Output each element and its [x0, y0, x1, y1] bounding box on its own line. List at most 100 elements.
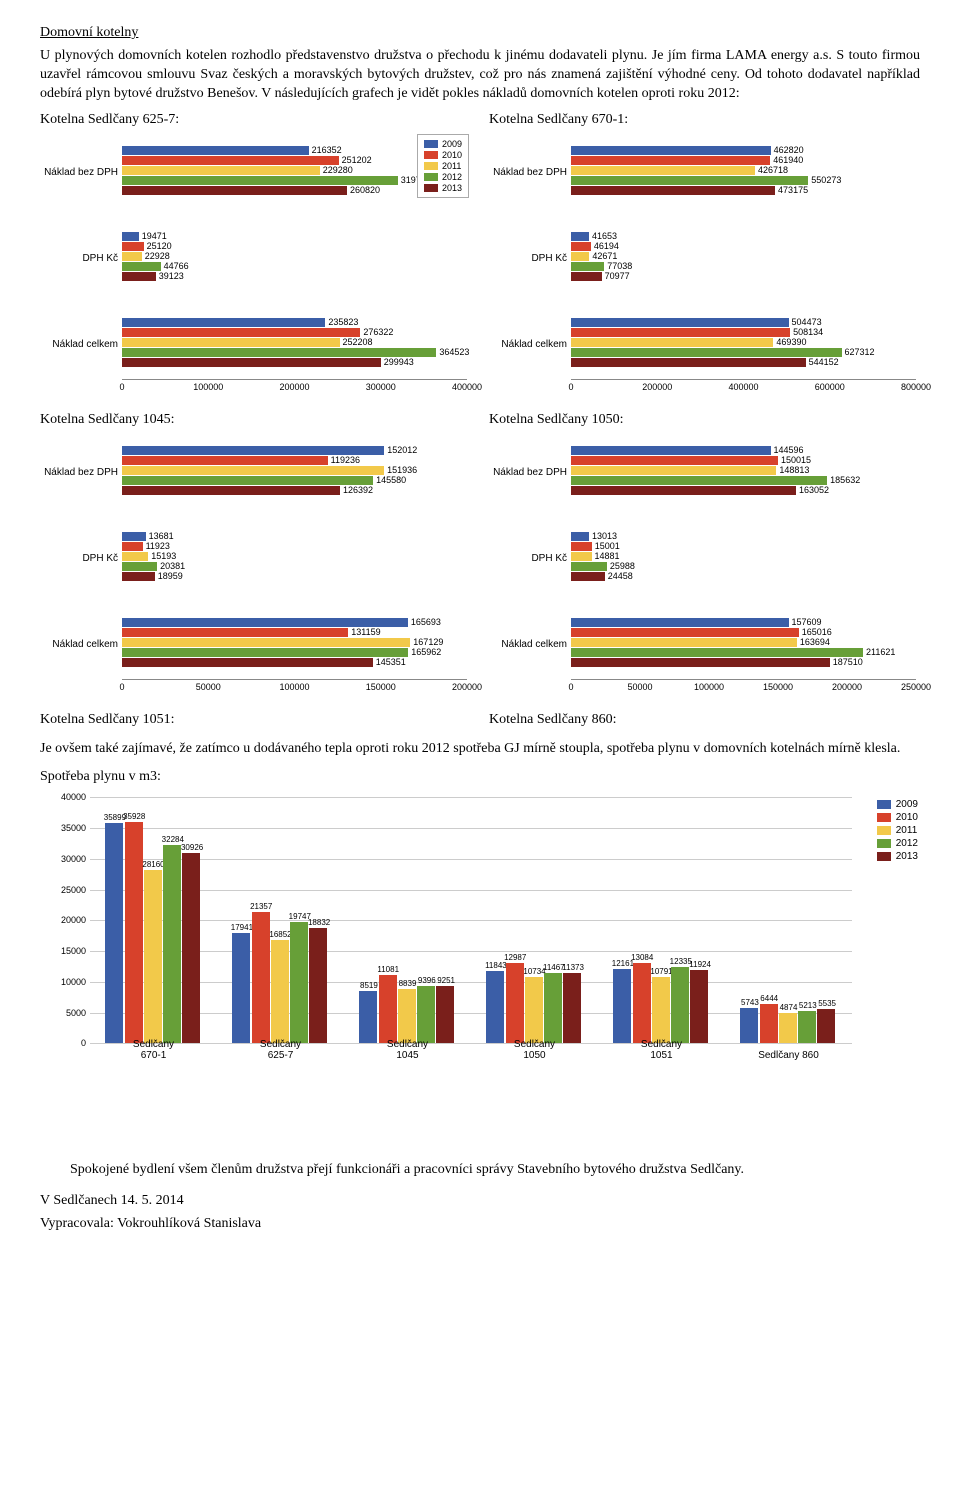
bar-value: 9251	[437, 976, 455, 985]
legend-label: 2010	[896, 812, 918, 823]
legend-label: 2009	[896, 799, 918, 810]
x-tick: 200000	[279, 382, 309, 392]
x-tick: 0	[119, 682, 124, 692]
category-label: Náklad bez DPH	[40, 167, 118, 178]
bar	[122, 146, 309, 155]
bar	[571, 272, 602, 281]
bar	[122, 486, 340, 495]
bar-value: 163052	[799, 486, 829, 495]
bar-value: 13013	[592, 532, 617, 541]
bar	[122, 328, 360, 337]
bar-value: 473175	[778, 186, 808, 195]
category-label: DPH Kč	[40, 553, 118, 564]
x-tick: 200000	[832, 682, 862, 692]
bar	[571, 572, 605, 581]
x-tick: 0	[119, 382, 124, 392]
bar	[122, 176, 398, 185]
bar	[571, 186, 775, 195]
bar-value: 21357	[250, 902, 272, 911]
legend-label: 2012	[896, 838, 918, 849]
bar	[571, 156, 770, 165]
x-tick: 150000	[366, 682, 396, 692]
chart-title: Kotelna Sedlčany 670-1:	[489, 112, 920, 128]
x-tick: 400000	[728, 382, 758, 392]
bar	[525, 977, 543, 1043]
bar	[122, 252, 142, 261]
bar-value: 163694	[800, 638, 830, 647]
bar	[633, 963, 651, 1043]
bar	[571, 232, 589, 241]
bar	[571, 252, 589, 261]
bar	[122, 358, 381, 367]
y-tick: 35000	[46, 823, 86, 833]
bar-value: 19471	[142, 232, 167, 241]
category-label: Náklad bez DPH	[489, 467, 567, 478]
category-label: Náklad bez DPH	[489, 167, 567, 178]
bar-value: 25120	[147, 242, 172, 251]
bar	[252, 912, 270, 1043]
category-label: Náklad celkem	[489, 639, 567, 650]
x-category: Sedlčany 670-1	[122, 1039, 186, 1061]
category-label: DPH Kč	[40, 253, 118, 264]
x-category: Sedlčany 1045	[376, 1039, 440, 1061]
bar-value: 251202	[342, 156, 372, 165]
bar	[122, 618, 408, 627]
bar	[571, 532, 589, 541]
legend-label: 2011	[896, 825, 918, 836]
bar	[544, 973, 562, 1044]
bar-value: 20381	[160, 562, 185, 571]
bar-value: 25988	[610, 562, 635, 571]
bar-value: 185632	[830, 476, 860, 485]
bar	[122, 348, 436, 357]
bar-value: 12987	[504, 953, 526, 962]
bar	[571, 166, 755, 175]
bar	[571, 338, 773, 347]
bar-value: 70977	[605, 272, 630, 281]
category-label: Náklad bez DPH	[40, 467, 118, 478]
bar	[122, 562, 157, 571]
bar-value: 17941	[231, 923, 253, 932]
bar-value: 10791	[650, 967, 672, 976]
bar	[122, 232, 139, 241]
bar-value: 469390	[776, 338, 806, 347]
bar	[563, 973, 581, 1043]
bar	[571, 658, 830, 667]
bar-value: 426718	[758, 166, 788, 175]
bar-value: 119236	[331, 456, 360, 465]
x-tick: 800000	[901, 382, 931, 392]
bar-value: 144596	[774, 446, 804, 455]
cost-chart: 2163522512022292803197572608201947125120…	[40, 132, 471, 402]
bar	[122, 446, 384, 455]
bar-value: 18959	[158, 572, 183, 581]
mid-paragraph: Je ovšem také zajímavé, že zatímco u dod…	[40, 740, 920, 759]
bar	[122, 628, 348, 637]
bar-value: 157609	[792, 618, 822, 627]
bar	[690, 970, 708, 1043]
y-tick: 10000	[46, 977, 86, 987]
bar	[122, 318, 325, 327]
bar-value: 14881	[595, 552, 620, 561]
bar	[571, 328, 790, 337]
x-category: Sedlčany 860	[758, 1050, 819, 1061]
bar	[105, 823, 123, 1044]
bar-value: 5213	[799, 1001, 817, 1010]
intro-paragraph: U plynových domovních kotelen rozhodlo p…	[40, 47, 920, 104]
bar	[122, 638, 410, 647]
bar	[779, 1013, 797, 1043]
bar-value: 35928	[123, 812, 145, 821]
bar-value: 11081	[377, 965, 399, 974]
x-tick: 100000	[694, 682, 724, 692]
bar-value: 508134	[793, 328, 823, 337]
bar	[379, 975, 397, 1043]
bar	[571, 552, 592, 561]
y-tick: 15000	[46, 946, 86, 956]
y-tick: 20000	[46, 915, 86, 925]
bar-value: 39123	[159, 272, 184, 281]
bar-value: 260820	[350, 186, 380, 195]
bar	[817, 1009, 835, 1043]
bar	[486, 971, 504, 1044]
bar-value: 13681	[149, 532, 174, 541]
bar-value: 151936	[387, 466, 417, 475]
bar	[398, 989, 416, 1043]
bar	[571, 628, 799, 637]
